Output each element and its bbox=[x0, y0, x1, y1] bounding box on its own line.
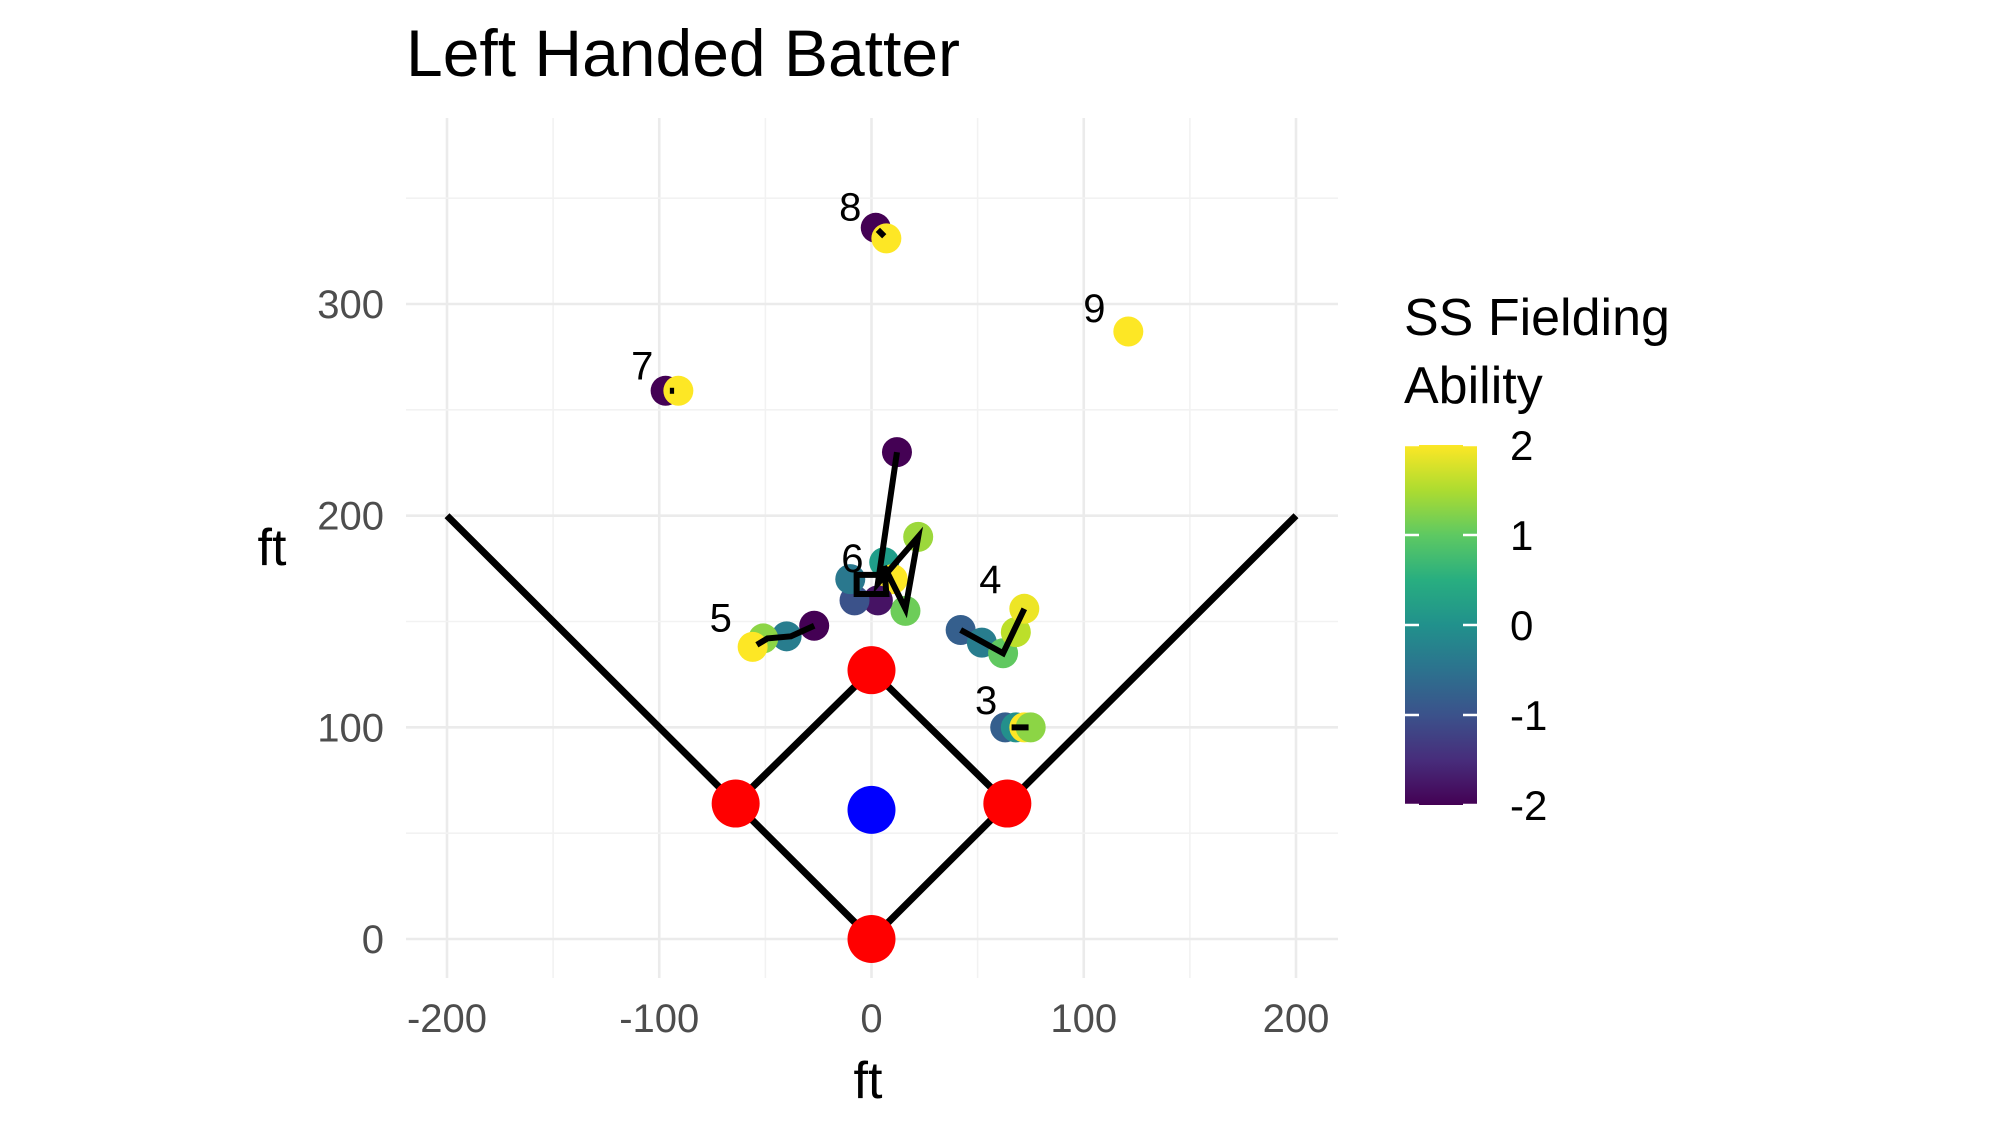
x-tick-label: -100 bbox=[619, 997, 699, 1041]
fielder-point bbox=[737, 631, 768, 662]
legend-label: -1 bbox=[1510, 692, 1547, 739]
axes: -200 -100 0 100 200 0 100 200 300 bbox=[317, 283, 1329, 1041]
legend-label: -2 bbox=[1510, 782, 1547, 829]
x-tick-label: 200 bbox=[1263, 997, 1330, 1041]
movement-path bbox=[875, 227, 887, 239]
position-label: 3 bbox=[975, 679, 997, 723]
movement-path bbox=[959, 607, 1028, 658]
x-tick-label: 0 bbox=[860, 997, 882, 1041]
position-label: 6 bbox=[841, 537, 863, 581]
y-tick-label: 0 bbox=[362, 918, 384, 962]
y-tick-label: 100 bbox=[317, 706, 384, 750]
legend-title-line-1: SS Fielding bbox=[1404, 289, 1670, 347]
position-6: 6 bbox=[835, 437, 934, 626]
field-diagram bbox=[444, 513, 1299, 963]
y-tick-label: 300 bbox=[317, 283, 384, 327]
position-4: 4 bbox=[945, 558, 1040, 669]
fielder-point bbox=[1113, 316, 1144, 347]
chart-title: Left Handed Batter bbox=[406, 16, 960, 90]
base-marker bbox=[983, 779, 1032, 828]
fielder-positions: 3 4 5 6 7 8 9 bbox=[631, 186, 1144, 743]
x-tick-label: -200 bbox=[407, 997, 487, 1041]
position-9: 9 bbox=[1083, 287, 1144, 347]
legend-title-line-2: Ability bbox=[1404, 357, 1543, 415]
y-tick-label: 200 bbox=[317, 495, 384, 539]
position-7: 7 bbox=[631, 344, 694, 406]
position-3: 3 bbox=[975, 679, 1046, 743]
color-legend: SS Fielding Ability 2 1 0 -1 -2 bbox=[1404, 289, 1670, 829]
legend-label: 2 bbox=[1510, 422, 1533, 469]
fielder-point bbox=[871, 223, 902, 254]
base-marker bbox=[847, 915, 896, 963]
position-label: 5 bbox=[710, 596, 732, 640]
position-label: 8 bbox=[839, 186, 861, 230]
position-label: 9 bbox=[1083, 287, 1105, 331]
grid bbox=[406, 118, 1338, 978]
position-5: 5 bbox=[710, 596, 830, 662]
legend-label: 1 bbox=[1510, 512, 1533, 559]
base-marker bbox=[847, 646, 896, 695]
fielder-point bbox=[663, 375, 694, 406]
fielder-point bbox=[1015, 712, 1046, 743]
fielder-point bbox=[1009, 593, 1040, 624]
movement-path bbox=[755, 623, 816, 648]
position-label: 7 bbox=[631, 344, 653, 388]
movement-path bbox=[853, 451, 924, 619]
y-axis-title: ft bbox=[258, 519, 287, 577]
legend-label: 0 bbox=[1510, 602, 1533, 649]
pitcher-marker bbox=[847, 785, 896, 834]
position-8: 8 bbox=[839, 186, 902, 254]
base-marker bbox=[711, 779, 760, 828]
x-tick-label: 100 bbox=[1050, 997, 1117, 1041]
position-label: 4 bbox=[979, 558, 1001, 602]
x-axis-title: ft bbox=[854, 1052, 883, 1110]
